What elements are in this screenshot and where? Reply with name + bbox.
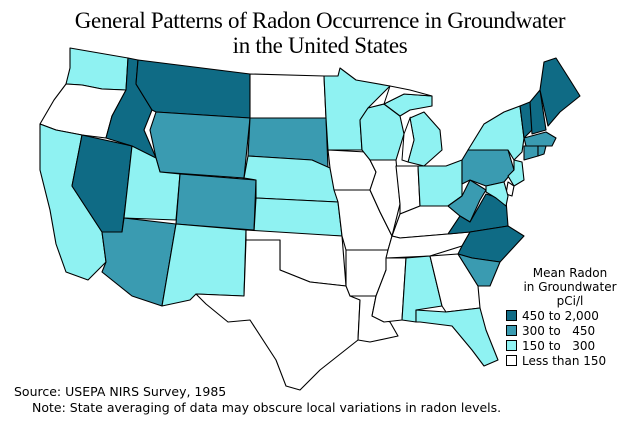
state-west-virginia <box>447 179 487 223</box>
legend-title-line-3: pCi/l <box>556 294 584 308</box>
state-washington <box>65 47 129 91</box>
legend-item: 450 to 2,000 <box>506 308 634 323</box>
state-california <box>39 123 107 281</box>
legend-item: Less than 150 <box>506 353 634 368</box>
legend-item-label: Less than 150 <box>522 353 607 368</box>
state-ohio <box>417 159 463 207</box>
state-montana <box>135 59 251 119</box>
state-new-mexico <box>161 223 247 307</box>
legend-title-line-1: Mean Radon <box>532 266 608 280</box>
state-maine <box>539 57 581 127</box>
legend-swatch <box>506 355 517 366</box>
state-connecticut <box>523 145 539 161</box>
state-new-hampshire <box>529 89 547 135</box>
state-pennsylvania <box>461 149 515 187</box>
note-text: Note: State averaging of data may obscur… <box>32 400 502 415</box>
legend-item-label: 150 to 300 <box>522 338 596 353</box>
state-maryland <box>485 181 509 207</box>
state-indiana <box>395 165 421 215</box>
state-florida <box>415 307 499 367</box>
legend: Mean Radon in Groundwater pCi/l 450 to 2… <box>506 266 634 368</box>
map-title-line-2: in the United States <box>232 33 408 58</box>
map-title: General Patterns of Radon Occurrence in … <box>0 8 640 58</box>
state-kansas <box>253 197 343 237</box>
state-north-dakota <box>249 73 327 119</box>
legend-item-label: 450 to 2,000 <box>522 308 599 323</box>
state-wyoming <box>149 111 251 179</box>
legend-swatch <box>506 310 517 321</box>
legend-item-label: 300 to 450 <box>522 323 596 338</box>
state-south-carolina <box>457 253 501 287</box>
legend-swatch <box>506 340 517 351</box>
legend-item: 300 to 450 <box>506 323 634 338</box>
legend-swatch <box>506 325 517 336</box>
legend-title-line-2: in Groundwater <box>523 280 617 294</box>
map-title-line-1: General Patterns of Radon Occurrence in … <box>74 8 566 33</box>
lake-michigan <box>401 116 415 163</box>
state-rhode-island <box>537 145 547 157</box>
state-massachusetts <box>523 131 557 147</box>
legend-item: 150 to 300 <box>506 338 634 353</box>
state-colorado <box>175 173 257 231</box>
state-texas <box>195 239 361 391</box>
state-virginia <box>447 193 509 235</box>
lake-superior <box>383 85 433 105</box>
source-text: Source: USEPA NIRS Survey, 1985 <box>14 384 227 399</box>
